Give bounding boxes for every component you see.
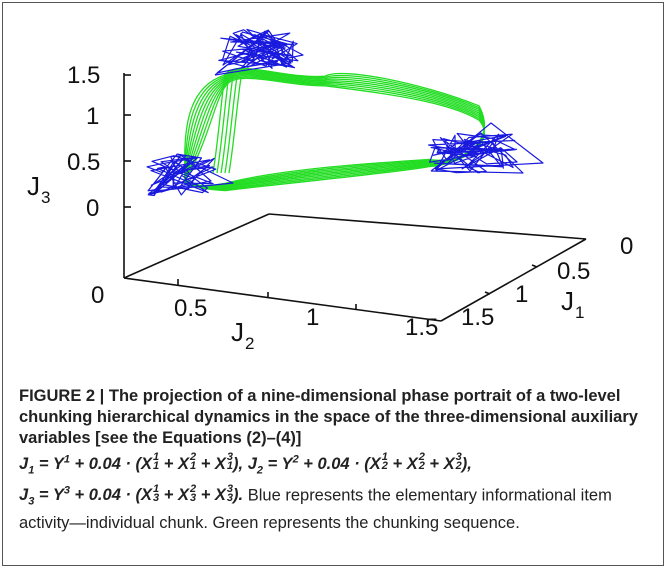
floor-back-edge	[268, 213, 587, 240]
plot-canvas: 1.5 1 0.5 0 0 0.5 1 1.5 0 0.5 1 1.5 J 3 …	[27, 28, 633, 353]
svg-text:J: J	[27, 171, 40, 201]
svg-text:3: 3	[41, 188, 50, 207]
chunking-sequence-loop	[220, 75, 234, 174]
svg-text:1: 1	[575, 303, 584, 322]
caption-heading: FIGURE 2 | The projection of a nine-dime…	[19, 387, 638, 447]
x-tick-label: 0.5	[174, 295, 207, 322]
chunking-sequence-loop	[184, 72, 486, 189]
y-tick-label: 0.5	[557, 258, 590, 285]
floor-right-edge	[440, 238, 587, 322]
caption-blue-text: Blue represents the elementary informati…	[19, 486, 612, 532]
y-tick-label: 1.5	[461, 304, 494, 331]
phase-portrait-plot: 1.5 1 0.5 0 0 0.5 1 1.5 0 0.5 1 1.5 J 3 …	[3, 3, 665, 368]
floor-front-edge	[123, 277, 442, 322]
elementary-activity-trajectory	[146, 28, 544, 197]
svg-text:2: 2	[245, 334, 254, 353]
x-tick-label: 0	[91, 282, 104, 309]
chunking-sequence-loop	[184, 75, 486, 190]
figure-caption: FIGURE 2 | The projection of a nine-dime…	[19, 386, 649, 534]
y-tick-label: 1	[515, 281, 528, 308]
z-tick-label: 0	[86, 195, 99, 222]
floor-left-edge	[123, 213, 270, 279]
plot-axes	[123, 73, 587, 322]
x-tick-label: 1	[306, 304, 319, 331]
chunking-sequence-loop	[216, 74, 230, 174]
z-tick-label: 1	[86, 103, 99, 130]
elementary-activity-cluster	[146, 153, 217, 197]
y-tick-label: 0	[620, 233, 633, 260]
svg-text:J: J	[231, 317, 244, 347]
z-axis-label: J 3	[27, 171, 50, 207]
elementary-activity-cluster	[428, 132, 518, 174]
svg-text:J: J	[561, 286, 574, 316]
elementary-activity-cluster	[218, 28, 299, 69]
x-tick-label: 1.5	[405, 314, 438, 341]
x-axis-label: J 2	[231, 317, 254, 353]
chunking-sequence-loop	[184, 74, 486, 189]
elementary-activity-cluster	[214, 30, 304, 76]
elementary-activity-cluster	[152, 154, 234, 194]
chunking-sequence-trajectory	[184, 67, 486, 192]
chunking-sequence-loop	[184, 77, 486, 192]
y-axis-label: J 1	[561, 286, 584, 322]
z-tick-label: 0.5	[67, 149, 100, 176]
chunking-sequence-loop	[212, 72, 226, 174]
chunking-sequence-loop	[228, 77, 242, 174]
chunking-sequence-loop	[184, 71, 486, 188]
caption-green-text: Green represents the chunking sequence.	[212, 513, 520, 532]
chunking-sequence-loop	[224, 76, 238, 174]
z-tick-label: 1.5	[67, 62, 100, 89]
chunking-sequence-loop	[184, 76, 486, 191]
elementary-activity-cluster	[430, 122, 544, 174]
